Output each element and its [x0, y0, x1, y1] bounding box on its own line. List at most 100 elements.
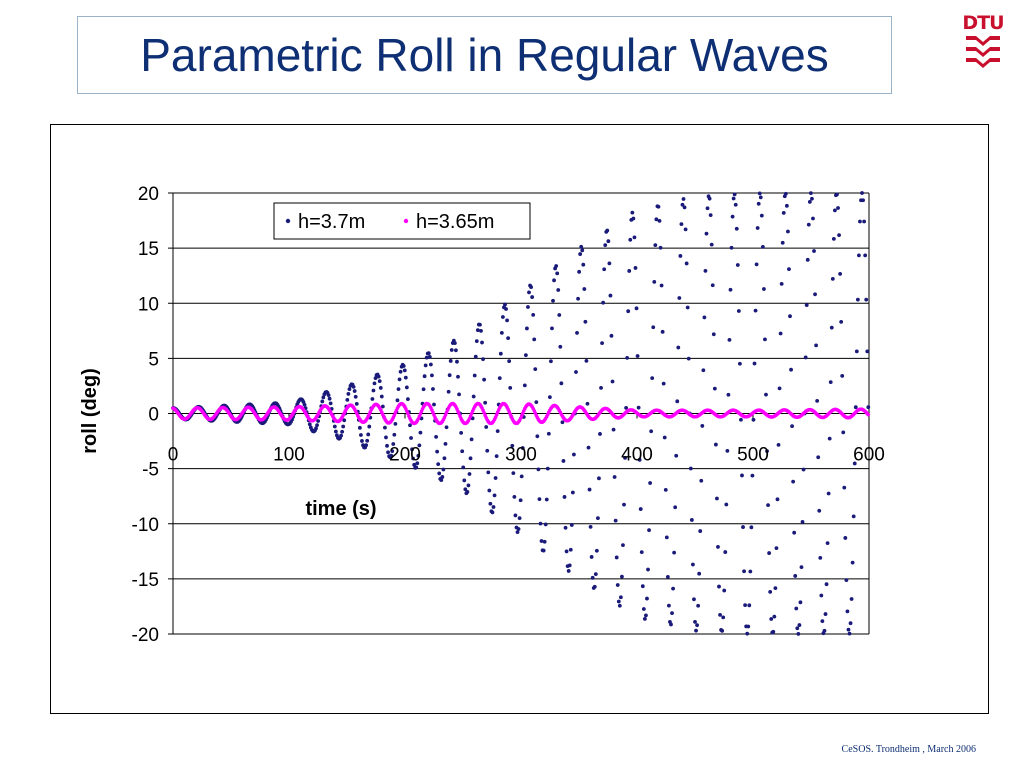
- slide-title: Parametric Roll in Regular Waves: [140, 29, 829, 81]
- data-point: [722, 588, 727, 593]
- data-point: [641, 607, 646, 611]
- data-point: [406, 397, 410, 402]
- data-point: [567, 563, 572, 568]
- data-point: [630, 210, 635, 215]
- data-point: [648, 481, 653, 485]
- data-point: [805, 257, 810, 262]
- data-point: [371, 388, 376, 393]
- data-point: [772, 614, 777, 619]
- data-point: [467, 472, 472, 476]
- data-point: [769, 617, 774, 621]
- data-point: [671, 586, 675, 591]
- data-point: [563, 525, 568, 530]
- data-point: [747, 603, 752, 608]
- data-point: [808, 191, 813, 195]
- data-point: [825, 541, 830, 546]
- data-point: [787, 267, 791, 272]
- data-point: [472, 373, 477, 378]
- data-point: [625, 355, 630, 360]
- data-point: [659, 283, 664, 288]
- data-point: [736, 309, 741, 313]
- data-point: [618, 595, 623, 600]
- data-point: [847, 631, 852, 636]
- data-point: [395, 398, 400, 403]
- data-point: [741, 525, 745, 529]
- data-point: [581, 262, 586, 267]
- legend-label: h=3.65m: [416, 211, 494, 233]
- data-point: [866, 405, 871, 410]
- data-point: [421, 387, 426, 392]
- data-point: [391, 442, 396, 446]
- data-point: [684, 261, 689, 266]
- data-point: [497, 376, 502, 381]
- data-point: [792, 530, 797, 535]
- data-point: [677, 296, 682, 300]
- data-point: [571, 452, 576, 457]
- data-point: [546, 431, 551, 436]
- data-point: [732, 192, 737, 197]
- data-point: [426, 351, 431, 356]
- data-point: [551, 298, 555, 303]
- data-point: [457, 392, 461, 397]
- data-point: [417, 443, 422, 448]
- data-point: [366, 432, 371, 437]
- data-point: [549, 359, 553, 364]
- data-point: [545, 466, 550, 471]
- data-point: [367, 424, 372, 429]
- data-point: [857, 253, 861, 258]
- data-point: [520, 446, 525, 450]
- data-point: [606, 239, 611, 244]
- data-point: [708, 213, 713, 218]
- data-point: [461, 465, 466, 470]
- data-point: [511, 471, 516, 476]
- data-point: [843, 536, 848, 540]
- data-point: [830, 276, 835, 281]
- data-point: [380, 404, 385, 409]
- data-point: [653, 243, 658, 248]
- data-point: [748, 569, 753, 574]
- data-point: [392, 432, 397, 437]
- data-point: [544, 497, 549, 502]
- data-point: [408, 423, 412, 428]
- data-point: [612, 475, 617, 479]
- data-point: [862, 219, 867, 224]
- data-point: [637, 457, 642, 462]
- data-point: [439, 478, 444, 483]
- data-point: [471, 394, 476, 399]
- y-tick-label: 20: [138, 184, 159, 205]
- data-point: [404, 385, 409, 390]
- data-point: [704, 231, 709, 236]
- data-point: [797, 623, 802, 627]
- data-point: [784, 203, 789, 208]
- data-point: [860, 191, 864, 195]
- data-point: [663, 487, 668, 492]
- data-point: [788, 314, 792, 319]
- data-point: [376, 374, 381, 379]
- data-point: [487, 488, 492, 493]
- data-point: [656, 204, 661, 209]
- data-point: [694, 628, 698, 633]
- data-point: [341, 424, 346, 429]
- data-point: [465, 490, 470, 494]
- data-point: [608, 293, 613, 298]
- y-tick-label: -15: [132, 570, 159, 591]
- data-point: [852, 461, 857, 466]
- data-point: [484, 425, 489, 429]
- data-point: [386, 450, 390, 455]
- data-point: [542, 539, 547, 544]
- data-point: [621, 543, 625, 548]
- data-point: [789, 367, 793, 372]
- data-point: [866, 412, 871, 417]
- data-point: [564, 549, 569, 554]
- data-point: [316, 419, 321, 423]
- data-point: [813, 292, 817, 297]
- chart-frame: 20 15 10 5 0 -5 -10 -15 -20 0 100 200 300 400 500 600 t…: [50, 124, 989, 714]
- data-point: [456, 374, 460, 379]
- data-point: [680, 202, 685, 207]
- data-point: [525, 326, 529, 331]
- data-point: [599, 385, 603, 390]
- data-point: [645, 596, 649, 601]
- data-point: [576, 296, 580, 301]
- data-point: [401, 364, 406, 368]
- data-point: [501, 315, 505, 319]
